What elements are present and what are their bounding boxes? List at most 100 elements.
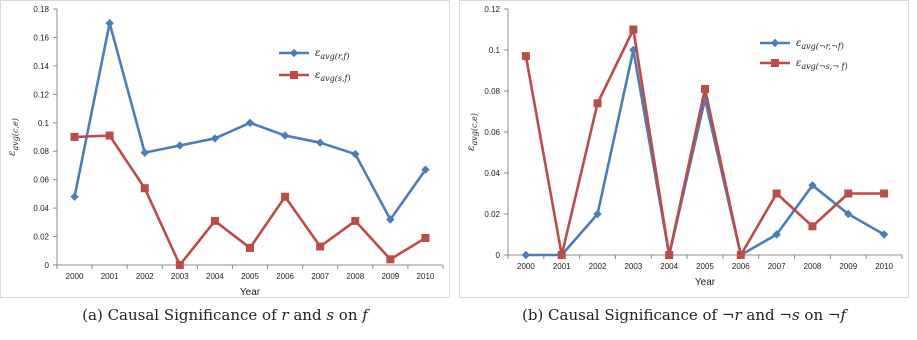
y-tick-label: 0.14 — [33, 62, 49, 71]
legend-label-base: ε — [315, 70, 320, 81]
x-axis-title: Year — [240, 287, 261, 298]
caption-b-var3: ¬f — [827, 306, 847, 324]
y-tick-label: 0.08 — [484, 87, 500, 96]
y-tick-label: 0.06 — [484, 128, 500, 137]
x-tick-label: 2007 — [311, 272, 329, 281]
x-tick-label: 2009 — [381, 272, 399, 281]
x-tick-label: 2001 — [553, 262, 571, 271]
data-point — [521, 52, 530, 61]
caption-a-prefix: (a) Causal Significance of — [82, 306, 282, 324]
y-tick-label: 0.08 — [33, 147, 49, 156]
data-point — [315, 138, 325, 147]
data-point — [175, 261, 184, 269]
data-point — [700, 95, 710, 104]
data-point — [175, 141, 185, 150]
x-tick-label: 2006 — [276, 272, 294, 281]
data-point — [880, 189, 889, 198]
chart-panel-a: 0 0.02 0.04 0.06 0.08 0.1 0.12 0.14 0.16 0.18 2000… — [0, 0, 458, 340]
legend-label-sub: avg(¬r,¬f) — [801, 42, 844, 51]
x-tick-label: 2010 — [417, 272, 435, 281]
y-axis-title-sub: avg(c,e) — [11, 118, 20, 150]
y-tick-label: 0.02 — [484, 210, 500, 219]
data-point — [421, 165, 430, 174]
x-tick-label: 2004 — [206, 272, 224, 281]
y-tick-label: 0.06 — [33, 176, 49, 185]
data-point — [772, 189, 781, 198]
x-tick-label: 2010 — [875, 262, 893, 271]
data-point — [246, 243, 254, 252]
data-point — [844, 209, 853, 219]
legend-label-base: ε — [315, 48, 320, 59]
x-tick-label: 2003 — [624, 262, 642, 271]
data-point — [105, 131, 114, 140]
caption-a-on: on — [334, 306, 363, 324]
data-point — [210, 134, 220, 143]
y-tick-label: 0.1 — [489, 46, 501, 55]
y-tick-label: 0.12 — [33, 90, 49, 99]
data-point — [386, 215, 395, 224]
data-point — [281, 192, 290, 201]
data-point — [140, 148, 149, 157]
y-axis-title-base: ε — [466, 146, 477, 151]
chart-panel-b: 0 0.02 0.04 0.06 0.08 0.1 0.12 2000 2001 2002 2003… — [459, 0, 917, 340]
caption-a-var2: s — [326, 306, 335, 324]
legend-swatch-marker-2 — [290, 71, 298, 79]
data-point — [421, 233, 430, 242]
x-tick-label: 2008 — [804, 262, 822, 271]
data-point — [629, 25, 638, 34]
data-point — [593, 99, 602, 108]
y-axis-title: εavg(c,e) — [466, 113, 479, 151]
y-tick-label: 0.04 — [484, 169, 500, 178]
caption-a-var1: r — [281, 306, 289, 324]
caption-a-var3: f — [362, 306, 368, 324]
legend-label-sub: avg(r,f) — [320, 52, 349, 61]
caption-b-mid: and — [741, 306, 780, 324]
plot-area-b: 0 0.02 0.04 0.06 0.08 0.1 0.12 2000 2001 2002 2003… — [459, 0, 909, 298]
x-tick-label: 2000 — [66, 272, 84, 281]
data-point — [351, 216, 360, 225]
data-point — [736, 251, 745, 259]
legend-label-2: εavg(¬s,¬ f) — [796, 58, 848, 71]
y-tick-label: 0 — [45, 261, 50, 270]
caption-b-var2: ¬s — [779, 306, 800, 324]
caption-b-prefix: (b) Causal Significance of — [521, 306, 722, 324]
x-tick-label: 2007 — [768, 262, 786, 271]
x-tick-label: 2002 — [589, 262, 607, 271]
data-point — [316, 242, 325, 251]
x-tick-label: 2000 — [517, 262, 535, 271]
x-tick-label: 2005 — [241, 272, 259, 281]
legend-label-base: ε — [796, 38, 801, 49]
data-point — [844, 189, 853, 198]
data-point — [245, 118, 255, 127]
legend-label-1: εavg(¬r,¬f) — [796, 38, 844, 51]
y-axis-title-sub: avg(c,e) — [470, 113, 479, 145]
chart-b: 0 0.02 0.04 0.06 0.08 0.1 0.12 2000 2001 2002 2003… — [466, 5, 903, 288]
series-line-1 — [525, 48, 885, 257]
legend-swatch-marker-1 — [770, 38, 780, 48]
data-point — [140, 184, 149, 193]
x-tick-label: 2002 — [136, 272, 154, 281]
x-tick-label: 2004 — [660, 262, 678, 271]
y-tick-label: 0 — [496, 251, 501, 260]
data-point — [70, 192, 79, 201]
y-axis-title-base: ε — [7, 151, 18, 156]
data-point — [557, 251, 566, 259]
caption-b-on: on — [799, 306, 828, 324]
legend-swatch-marker-1 — [289, 48, 299, 58]
legend-label-sub: avg(¬s,¬ f) — [801, 62, 847, 71]
data-point — [772, 230, 781, 239]
y-tick-label: 0.18 — [33, 5, 49, 14]
y-tick-label: 0.12 — [484, 5, 500, 14]
caption-b: (b) Causal Significance of ¬r and ¬s on … — [459, 306, 909, 324]
x-tick-label: 2001 — [101, 272, 119, 281]
caption-b-var1: ¬r — [721, 306, 742, 324]
legend-label-2: εavg(s,f) — [315, 70, 351, 83]
chart-a: 0 0.02 0.04 0.06 0.08 0.1 0.12 0.14 0.16 0.18 2000… — [7, 5, 444, 298]
caption-a: (a) Causal Significance of r and s on f — [0, 306, 450, 324]
data-point — [665, 251, 674, 259]
data-point — [351, 149, 360, 159]
y-tick-label: 0.1 — [38, 119, 50, 128]
x-tick-label: 2008 — [346, 272, 364, 281]
data-point — [808, 222, 817, 231]
y-tick-label: 0.02 — [33, 233, 49, 242]
